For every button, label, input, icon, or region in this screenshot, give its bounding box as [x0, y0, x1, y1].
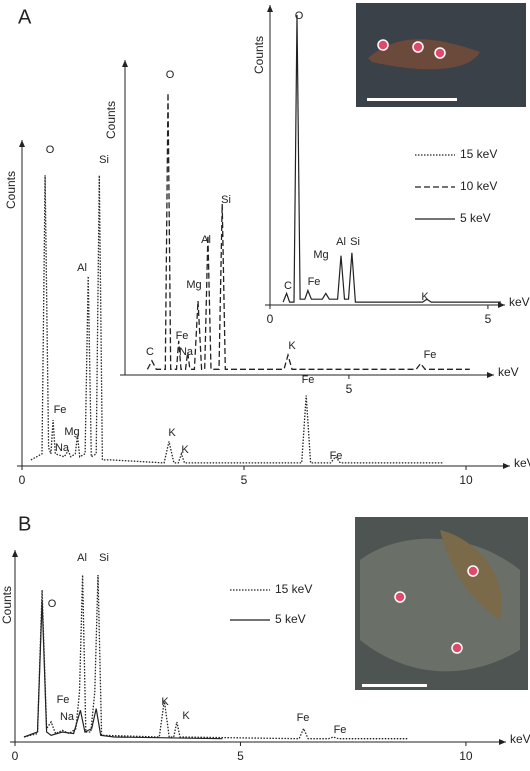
x-tick-label: 0	[267, 312, 274, 326]
peak-label: K	[421, 291, 429, 303]
peak-label: Fe	[176, 330, 189, 342]
peak-label: Al	[77, 552, 87, 564]
peak-label: Si	[99, 154, 109, 166]
peak-label: Na	[60, 711, 75, 723]
peak-label: O	[295, 10, 304, 22]
peak-label: Fe	[330, 450, 343, 462]
legend-label: 5 keV	[275, 612, 306, 626]
peak-label: Si	[350, 236, 360, 248]
spectrum-line	[24, 600, 222, 739]
peak-label: Si	[99, 552, 109, 564]
peak-label: Mg	[186, 279, 201, 291]
legend-label: 5 keV	[460, 211, 491, 225]
x-tick-label: 10	[459, 473, 473, 487]
y-axis-label: Counts	[104, 101, 118, 139]
x-tick-label: 5	[346, 382, 353, 396]
x-tick-label: 0	[12, 749, 19, 763]
peak-label: O	[48, 598, 57, 610]
page: keVCountsA051015 keVOSiAlFeMgNaKKFeFekeV…	[0, 0, 530, 771]
x-axis-label: keV	[510, 732, 530, 746]
peak-label: C	[284, 280, 292, 292]
x-tick-label: 0	[19, 473, 26, 487]
peak-label: K	[181, 444, 189, 456]
peak-label: K	[288, 340, 296, 352]
x-axis-label: keV	[514, 456, 530, 470]
peak-label: Fe	[424, 349, 437, 361]
photo-b	[355, 517, 528, 690]
y-axis-label: Counts	[0, 586, 14, 624]
peak-label: K	[161, 696, 169, 708]
x-axis-label: keV	[498, 365, 519, 379]
peak-label: K	[182, 710, 190, 722]
panel-label: B	[18, 513, 31, 535]
photo-a	[356, 3, 526, 107]
legend-label: 15 keV	[275, 582, 312, 596]
peak-label: Mg	[64, 426, 79, 438]
panel-label: A	[18, 6, 32, 28]
peak-label: C	[146, 346, 154, 358]
spectrum-line	[31, 175, 444, 463]
spectrum-line	[147, 93, 469, 369]
peak-label: O	[166, 69, 175, 81]
peak-label: Fe	[308, 276, 321, 288]
peak-label: Na	[179, 346, 194, 358]
peak-label: Fe	[57, 694, 70, 706]
y-axis-label: Counts	[4, 171, 18, 209]
x-axis-label: keV	[509, 295, 530, 309]
peak-label: Al	[336, 236, 346, 248]
x-tick-label: 5	[241, 473, 248, 487]
x-tick-label: 5	[485, 312, 492, 326]
peak-label: O	[46, 144, 55, 156]
peak-label: Al	[201, 234, 211, 246]
peak-label: Fe	[297, 712, 310, 724]
y-axis-label: Counts	[252, 36, 266, 74]
x-tick-label: 5	[237, 749, 244, 763]
peak-label: Fe	[302, 374, 315, 386]
peak-label: K	[168, 427, 176, 439]
peak-label: Al	[77, 262, 87, 274]
legend-label: 15 keV	[460, 147, 497, 161]
legend-label: 10 keV	[460, 179, 497, 193]
peak-label: Na	[55, 442, 70, 454]
peak-label: Fe	[334, 724, 347, 736]
peak-label: Fe	[54, 404, 67, 416]
peak-label: Si	[221, 194, 231, 206]
x-tick-label: 10	[459, 749, 473, 763]
figure: keVCountsA051015 keVOSiAlFeMgNaKKFeFekeV…	[0, 0, 530, 766]
peak-label: Mg	[313, 249, 328, 261]
